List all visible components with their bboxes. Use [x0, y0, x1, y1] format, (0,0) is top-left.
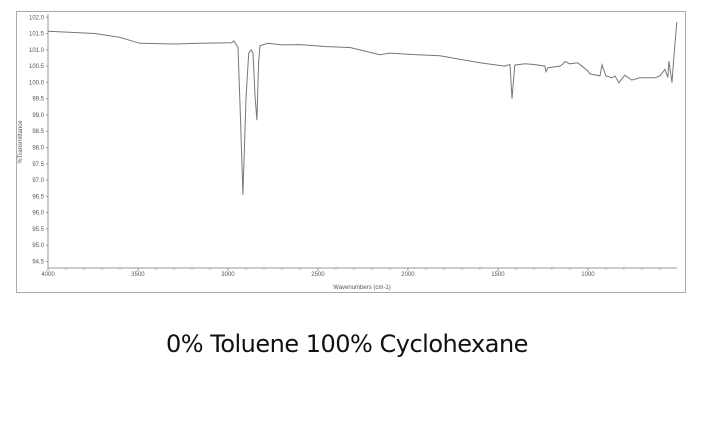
spectrum-line	[47, 22, 678, 195]
y-tick-label: 95.5	[32, 227, 44, 233]
x-tick-label: 3500	[131, 272, 145, 278]
y-tick-label: 99.5	[32, 97, 44, 103]
x-tick-label: 4000	[41, 272, 55, 278]
y-tick-label: 95.0	[32, 243, 44, 249]
x-tick-label: 3000	[221, 272, 235, 278]
y-tick-label: 96.0	[32, 211, 44, 217]
y-tick-label: 100.0	[29, 80, 45, 86]
y-tick-label: 99.0	[32, 113, 44, 119]
y-tick-label: 101.5	[29, 32, 45, 38]
y-axis-label: %Transmittance	[18, 120, 24, 164]
x-axis-label: Wavenumbers (cm-1)	[333, 285, 390, 291]
y-tick-label: 96.5	[32, 194, 44, 200]
y-tick-label: 98.0	[32, 146, 44, 152]
y-tick-label: 94.5	[32, 259, 44, 265]
y-tick-label: 98.5	[32, 129, 44, 135]
slide-caption: 0% Toluene 100% Cyclohexane	[166, 330, 528, 358]
y-tick-label: 97.5	[32, 162, 44, 168]
x-tick-label: 1500	[491, 272, 505, 278]
y-tick-label: 101.0	[29, 48, 45, 54]
y-tick-label: 102.0	[29, 15, 45, 21]
chart-frame	[16, 11, 686, 293]
x-tick-label: 2500	[311, 272, 325, 278]
x-tick-label: 2000	[401, 272, 415, 278]
y-tick-label: 97.0	[32, 178, 44, 184]
y-tick-label: 100.5	[29, 64, 45, 70]
x-tick-label: 1000	[581, 272, 595, 278]
